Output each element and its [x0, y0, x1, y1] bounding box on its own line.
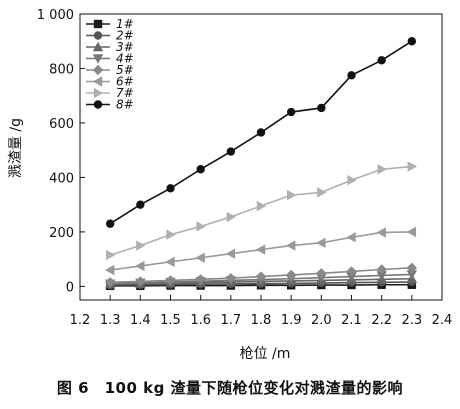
series-6-point: [195, 252, 205, 263]
series-7-point: [286, 189, 297, 201]
series-8-point: [407, 37, 417, 46]
series-8-point: [317, 103, 326, 113]
series-7-point: [407, 161, 418, 172]
y-tick-label: 800: [49, 62, 74, 77]
legend-item-7-marker: [93, 87, 104, 99]
series-5-point: [165, 275, 176, 286]
series-6-point: [255, 244, 266, 255]
series-8-point: [105, 219, 115, 228]
series-5-point: [135, 276, 146, 287]
x-tick-label: 1.9: [281, 313, 302, 328]
legend-item-6-label: 6#: [116, 75, 134, 89]
x-tick-label: 1.8: [251, 313, 272, 328]
series-6-point: [316, 237, 326, 248]
figure-caption: 图 6 100 kg 渣量下随枪位变化对溅渣量的影响: [56, 379, 404, 397]
series-7: [105, 161, 418, 261]
series-7-point: [105, 249, 116, 261]
legend-item-8-label: 8#: [116, 98, 134, 112]
x-tick-label: 2.2: [371, 313, 392, 328]
series-6-point: [346, 232, 356, 243]
series-7-point: [166, 229, 176, 240]
legend-item-5-marker: [92, 64, 104, 76]
series-7-point: [347, 174, 357, 186]
series-6-point: [376, 227, 386, 238]
series-6: [104, 226, 417, 276]
legend-item-6-marker: [92, 76, 103, 87]
series-layer: [104, 37, 418, 291]
series-8-point: [136, 200, 145, 209]
series-7-point: [136, 240, 146, 251]
x-tick-label: 2.4: [432, 313, 453, 328]
x-tick-label: 2.0: [311, 313, 332, 328]
y-tick-label: 600: [49, 117, 74, 132]
series-5-point: [104, 277, 116, 288]
y-tick-label: 1 000: [37, 8, 74, 23]
series-6-point: [135, 260, 145, 272]
legend-item-3-marker: [92, 41, 104, 52]
x-tick-label: 2.3: [401, 313, 422, 328]
x-tick-label: 1.3: [100, 313, 121, 328]
series-7-point: [377, 164, 387, 175]
x-tick-label: 1.5: [160, 313, 181, 328]
legend-item-7-label: 7#: [116, 86, 134, 100]
legend-item-8-marker: [93, 100, 103, 109]
series-5-point: [316, 268, 327, 279]
series-7-point: [196, 221, 206, 232]
legend-item-5-label: 5#: [116, 63, 134, 77]
series-6-point: [406, 226, 417, 238]
series-5-point: [406, 262, 418, 274]
x-tick-label: 2.1: [341, 313, 362, 328]
series-8-point: [286, 107, 296, 117]
series-8: [105, 37, 417, 228]
x-tick-label: 1.6: [190, 313, 211, 328]
legend-item-1-label: 1#: [116, 17, 134, 31]
y-tick-label: 400: [49, 171, 74, 186]
y-tick-label: 200: [49, 226, 74, 241]
legend-item-4-label: 4#: [116, 52, 134, 66]
legend-item-3-label: 3#: [116, 40, 134, 54]
series-5-point: [285, 269, 297, 281]
x-tick-label: 1.2: [70, 313, 91, 328]
series-6-point: [165, 256, 175, 268]
series-8-point: [226, 147, 236, 156]
series-8-point: [377, 56, 386, 65]
legend-item-2-label: 2#: [116, 29, 134, 43]
x-tick-label: 1.7: [220, 313, 241, 328]
series-8-point: [196, 165, 205, 174]
series-5-point: [225, 273, 237, 284]
series-7-point: [256, 200, 267, 212]
series-7-line: [109, 165, 412, 256]
series-6-point: [285, 240, 296, 251]
series-8-point: [166, 184, 175, 193]
series-4-point: [376, 271, 387, 281]
series-7-point: [226, 211, 237, 223]
series-5-point: [346, 266, 357, 277]
series-8-point: [256, 128, 266, 137]
series-8-point: [347, 71, 356, 80]
series-4-point: [406, 270, 418, 280]
y-tick-label: 0: [66, 280, 74, 295]
series-5-point: [376, 264, 387, 275]
legend: 1#2#3#4#5#6#7#8#: [86, 17, 134, 112]
series-5-point: [255, 271, 267, 282]
legend-item-1-marker: [93, 19, 103, 29]
y-axis-title: 溅渣量 /g: [8, 118, 24, 178]
series-6-point: [104, 264, 115, 276]
series-4-point: [346, 272, 357, 282]
x-tick-label: 1.4: [130, 313, 151, 328]
series-6-point: [225, 248, 236, 259]
series-7-point: [317, 187, 327, 198]
legend-item-2-marker: [93, 31, 103, 40]
x-axis-title: 枪位 /m: [240, 345, 291, 362]
series-5-point: [195, 274, 206, 285]
legend-item-4-marker: [92, 54, 104, 64]
axes-layer: 1.2 1.3 1.4 1.5 1.6 1.7 1.8 1.9 2.0 2.1 2.2 2.3 2.4 0…: [37, 8, 453, 328]
series-5: [104, 262, 418, 288]
